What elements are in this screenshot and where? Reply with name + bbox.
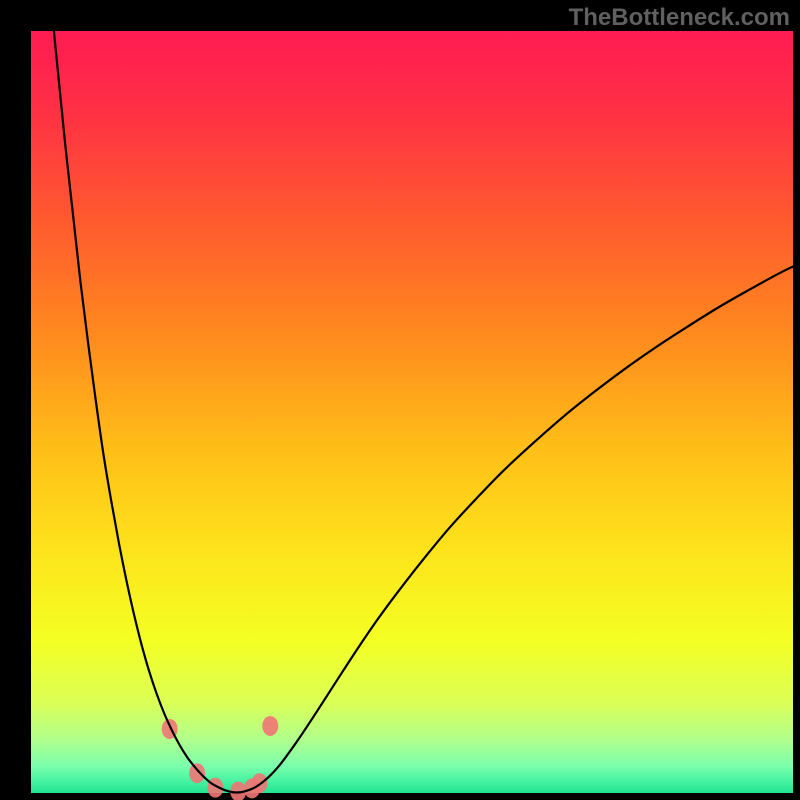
marker-point <box>189 763 205 783</box>
chart-canvas: TheBottleneck.com <box>0 0 800 800</box>
watermark-text: TheBottleneck.com <box>569 4 790 32</box>
plot-area <box>31 31 793 793</box>
marker-point <box>262 716 278 736</box>
curve-layer <box>31 31 793 793</box>
bottleneck-curve <box>54 31 793 792</box>
marker-point <box>252 773 268 793</box>
